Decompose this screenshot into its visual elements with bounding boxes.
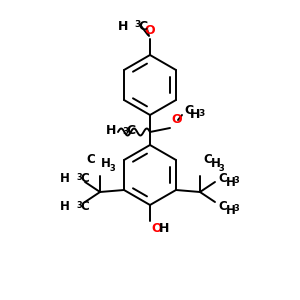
Text: 3: 3 bbox=[219, 164, 225, 173]
Text: C: C bbox=[218, 200, 227, 212]
Text: C: C bbox=[80, 172, 89, 184]
Text: O: O bbox=[171, 113, 181, 126]
Text: 3: 3 bbox=[122, 127, 128, 136]
Text: H: H bbox=[226, 203, 236, 217]
Text: H: H bbox=[60, 172, 70, 184]
Text: C: C bbox=[218, 172, 227, 184]
Text: H: H bbox=[190, 109, 200, 122]
Text: H: H bbox=[106, 124, 116, 137]
Text: C: C bbox=[138, 20, 147, 32]
Text: 3: 3 bbox=[76, 201, 82, 210]
Text: C: C bbox=[86, 153, 95, 166]
Text: 3: 3 bbox=[234, 176, 240, 185]
Text: H: H bbox=[211, 157, 221, 170]
Text: 3: 3 bbox=[134, 20, 140, 29]
Text: 3: 3 bbox=[109, 164, 115, 173]
Text: 3: 3 bbox=[76, 173, 82, 182]
Text: O: O bbox=[145, 24, 155, 37]
Text: H: H bbox=[226, 176, 236, 188]
Text: H: H bbox=[60, 200, 70, 212]
Text: C: C bbox=[126, 124, 135, 137]
Text: C: C bbox=[184, 104, 193, 118]
Text: H: H bbox=[101, 157, 111, 170]
Text: H: H bbox=[159, 222, 169, 235]
Text: 3: 3 bbox=[234, 204, 240, 213]
Text: H: H bbox=[118, 20, 128, 32]
Text: 3: 3 bbox=[198, 109, 204, 118]
Text: C: C bbox=[203, 153, 212, 166]
Text: O: O bbox=[151, 222, 162, 235]
Text: C: C bbox=[80, 200, 89, 212]
